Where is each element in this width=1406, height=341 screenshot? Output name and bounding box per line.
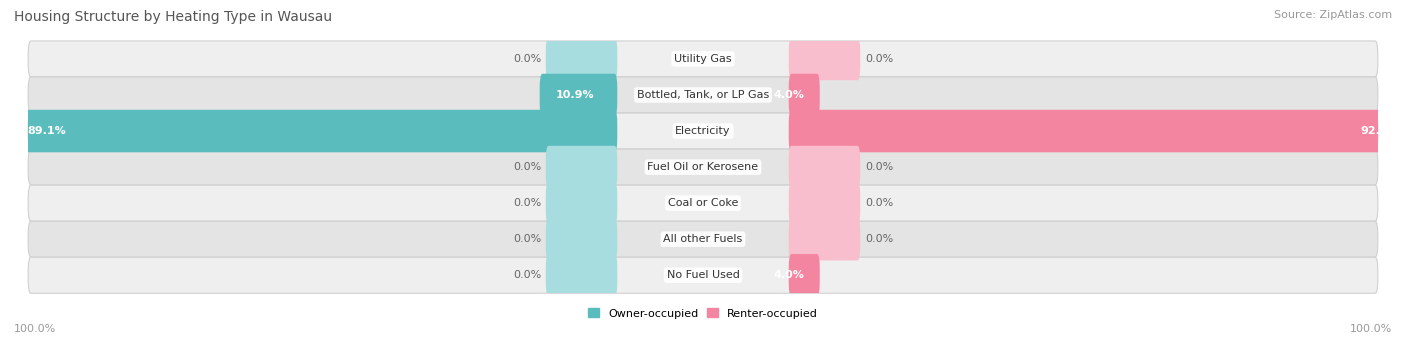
FancyBboxPatch shape xyxy=(11,110,617,152)
Text: 0.0%: 0.0% xyxy=(513,270,541,280)
FancyBboxPatch shape xyxy=(28,257,1378,293)
FancyBboxPatch shape xyxy=(28,185,1378,221)
FancyBboxPatch shape xyxy=(546,38,617,80)
FancyBboxPatch shape xyxy=(28,221,1378,257)
Text: 0.0%: 0.0% xyxy=(513,198,541,208)
FancyBboxPatch shape xyxy=(789,254,820,297)
Text: 0.0%: 0.0% xyxy=(865,54,893,64)
Text: 100.0%: 100.0% xyxy=(14,324,56,334)
FancyBboxPatch shape xyxy=(28,41,1378,77)
FancyBboxPatch shape xyxy=(789,110,1406,152)
FancyBboxPatch shape xyxy=(789,146,860,188)
Text: Fuel Oil or Kerosene: Fuel Oil or Kerosene xyxy=(647,162,759,172)
FancyBboxPatch shape xyxy=(789,38,860,80)
Text: Electricity: Electricity xyxy=(675,126,731,136)
FancyBboxPatch shape xyxy=(546,182,617,224)
Text: All other Fuels: All other Fuels xyxy=(664,234,742,244)
Text: No Fuel Used: No Fuel Used xyxy=(666,270,740,280)
Text: 0.0%: 0.0% xyxy=(865,198,893,208)
FancyBboxPatch shape xyxy=(546,254,617,297)
Text: 0.0%: 0.0% xyxy=(513,162,541,172)
FancyBboxPatch shape xyxy=(540,74,617,116)
FancyBboxPatch shape xyxy=(546,218,617,261)
Text: Bottled, Tank, or LP Gas: Bottled, Tank, or LP Gas xyxy=(637,90,769,100)
Text: 4.0%: 4.0% xyxy=(773,90,804,100)
Text: 100.0%: 100.0% xyxy=(1350,324,1392,334)
FancyBboxPatch shape xyxy=(789,182,860,224)
FancyBboxPatch shape xyxy=(28,77,1378,113)
Text: 0.0%: 0.0% xyxy=(513,54,541,64)
Legend: Owner-occupied, Renter-occupied: Owner-occupied, Renter-occupied xyxy=(583,304,823,323)
FancyBboxPatch shape xyxy=(28,113,1378,149)
Text: 0.0%: 0.0% xyxy=(513,234,541,244)
Text: 0.0%: 0.0% xyxy=(865,234,893,244)
Text: Housing Structure by Heating Type in Wausau: Housing Structure by Heating Type in Wau… xyxy=(14,10,332,24)
FancyBboxPatch shape xyxy=(789,74,820,116)
FancyBboxPatch shape xyxy=(789,218,860,261)
Text: Source: ZipAtlas.com: Source: ZipAtlas.com xyxy=(1274,10,1392,20)
Text: 89.1%: 89.1% xyxy=(28,126,66,136)
Text: 0.0%: 0.0% xyxy=(865,162,893,172)
Text: Coal or Coke: Coal or Coke xyxy=(668,198,738,208)
Text: 92.1%: 92.1% xyxy=(1360,126,1399,136)
FancyBboxPatch shape xyxy=(546,146,617,188)
Text: 4.0%: 4.0% xyxy=(773,270,804,280)
Text: Utility Gas: Utility Gas xyxy=(675,54,731,64)
FancyBboxPatch shape xyxy=(28,149,1378,185)
Text: 10.9%: 10.9% xyxy=(555,90,593,100)
